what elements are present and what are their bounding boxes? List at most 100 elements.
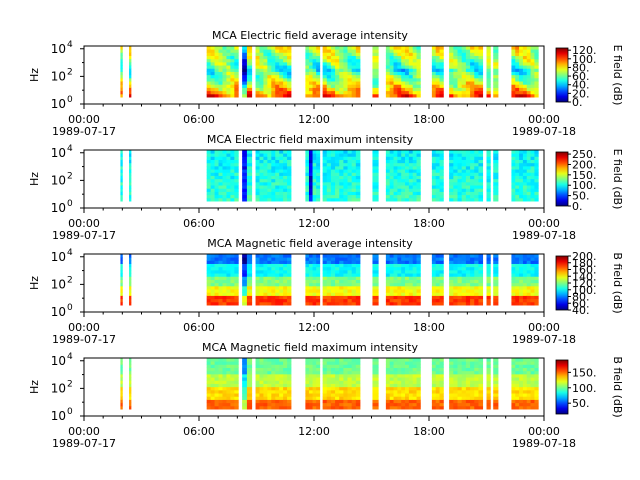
spectrogram-cell — [519, 188, 524, 192]
spectrogram-cell — [385, 370, 391, 375]
spectrogram-cell — [372, 364, 379, 368]
spectrogram-cell — [453, 266, 458, 271]
spectrogram-cell — [526, 301, 531, 306]
spectrogram-cell — [335, 292, 340, 296]
spectrogram-cell — [522, 185, 528, 189]
spectrogram-cell — [449, 81, 454, 85]
spectrogram-cell — [405, 77, 410, 82]
spectrogram-cell — [271, 178, 276, 183]
spectrogram-cell — [461, 298, 467, 303]
spectrogram-cell — [259, 260, 264, 264]
spectrogram-cell — [222, 263, 227, 268]
spectrogram-cell — [343, 358, 348, 362]
spectrogram-cell — [275, 285, 280, 290]
spectrogram-cell — [372, 389, 379, 394]
spectrogram-cell — [449, 402, 454, 407]
spectrogram-cell — [534, 273, 539, 277]
spectrogram-cell — [312, 276, 317, 280]
spectrogram-cell — [470, 279, 475, 284]
spectrogram-cell — [393, 377, 398, 381]
spectrogram-cell — [435, 276, 440, 280]
spectrogram-cell — [474, 298, 479, 303]
spectrogram-cell — [267, 58, 272, 63]
spectrogram-cell — [405, 298, 410, 303]
spectrogram-cell — [449, 377, 454, 381]
spectrogram-cell — [470, 295, 475, 300]
spectrogram-cell — [330, 93, 336, 98]
spectrogram-cell — [218, 87, 223, 92]
spectrogram-cell — [129, 269, 132, 274]
spectrogram-cell — [474, 358, 479, 362]
spectrogram-cell — [431, 405, 437, 410]
spectrogram-cell — [453, 367, 458, 372]
spectrogram-cell — [267, 172, 272, 176]
spectrogram-cell — [401, 65, 406, 69]
spectrogram-cell — [457, 156, 463, 160]
spectrogram-cell — [478, 393, 484, 397]
spectrogram-cell — [226, 257, 231, 261]
spectrogram-cell — [486, 282, 491, 287]
spectrogram-cell — [206, 191, 212, 196]
spectrogram-cell — [339, 396, 344, 400]
spectrogram-cell — [343, 49, 348, 53]
spectrogram-cell — [120, 269, 123, 274]
spectrogram-cell — [279, 61, 284, 66]
spectrogram-cell — [129, 386, 132, 391]
spectrogram-cell — [405, 282, 410, 287]
spectrogram-cell — [389, 175, 394, 180]
spectrogram-cell — [242, 178, 248, 183]
spectrogram-cell — [408, 65, 414, 69]
spectrogram-cell — [305, 361, 310, 365]
spectrogram-cell — [267, 361, 272, 365]
y-tick-label: 10 — [51, 409, 66, 423]
spectrogram-cell — [222, 405, 227, 410]
spectrogram-cell — [405, 74, 410, 79]
spectrogram-cell — [330, 52, 336, 56]
spectrogram-cell — [120, 77, 123, 82]
spectrogram-cell — [405, 367, 410, 372]
spectrogram-cell — [330, 377, 336, 381]
spectrogram-cell — [405, 49, 410, 53]
spectrogram-cell — [226, 58, 231, 63]
spectrogram-cell — [431, 169, 437, 173]
spectrogram-cell — [405, 150, 410, 154]
spectrogram-cell — [322, 396, 328, 400]
spectrogram-cell — [283, 301, 288, 306]
spectrogram-cell — [287, 191, 292, 196]
spectrogram-cell — [351, 90, 357, 95]
spectrogram-cell — [287, 194, 292, 199]
x-tick-label: 00:00 — [528, 217, 560, 230]
spectrogram-cell — [355, 150, 361, 154]
spectrogram-cell — [287, 370, 292, 375]
spectrogram-cell — [435, 358, 440, 362]
spectrogram-cell — [389, 46, 394, 50]
spectrogram-cell — [519, 165, 524, 170]
spectrogram-cell — [486, 285, 491, 290]
spectrogram-cell — [534, 282, 539, 287]
spectrogram-cell — [218, 172, 223, 176]
spectrogram-cell — [271, 380, 276, 384]
spectrogram-cell — [305, 386, 310, 391]
spectrogram-cell — [526, 159, 531, 164]
spectrogram-cell — [308, 358, 313, 362]
spectrogram-cell — [275, 396, 280, 400]
spectrogram-cell — [275, 402, 280, 407]
spectrogram-cell — [330, 285, 336, 290]
spectrogram-cell — [339, 74, 344, 79]
spectrogram-cell — [242, 197, 248, 202]
spectrogram-cell — [416, 396, 421, 400]
spectrogram-cell — [283, 84, 288, 88]
spectrogram-cell — [515, 178, 520, 183]
spectrogram-cell — [283, 188, 288, 192]
spectrogram-cell — [259, 301, 264, 306]
spectrogram-cell — [263, 165, 268, 170]
spectrogram-cell — [519, 295, 524, 300]
spectrogram-cell — [439, 358, 444, 362]
spectrogram-cell — [312, 289, 317, 293]
spectrogram-cell — [312, 194, 317, 199]
spectrogram-cell — [326, 285, 332, 290]
spectrogram-cell — [372, 197, 379, 202]
spectrogram-cell — [511, 393, 516, 397]
spectrogram-cell — [530, 68, 535, 72]
spectrogram-cell — [408, 380, 414, 384]
